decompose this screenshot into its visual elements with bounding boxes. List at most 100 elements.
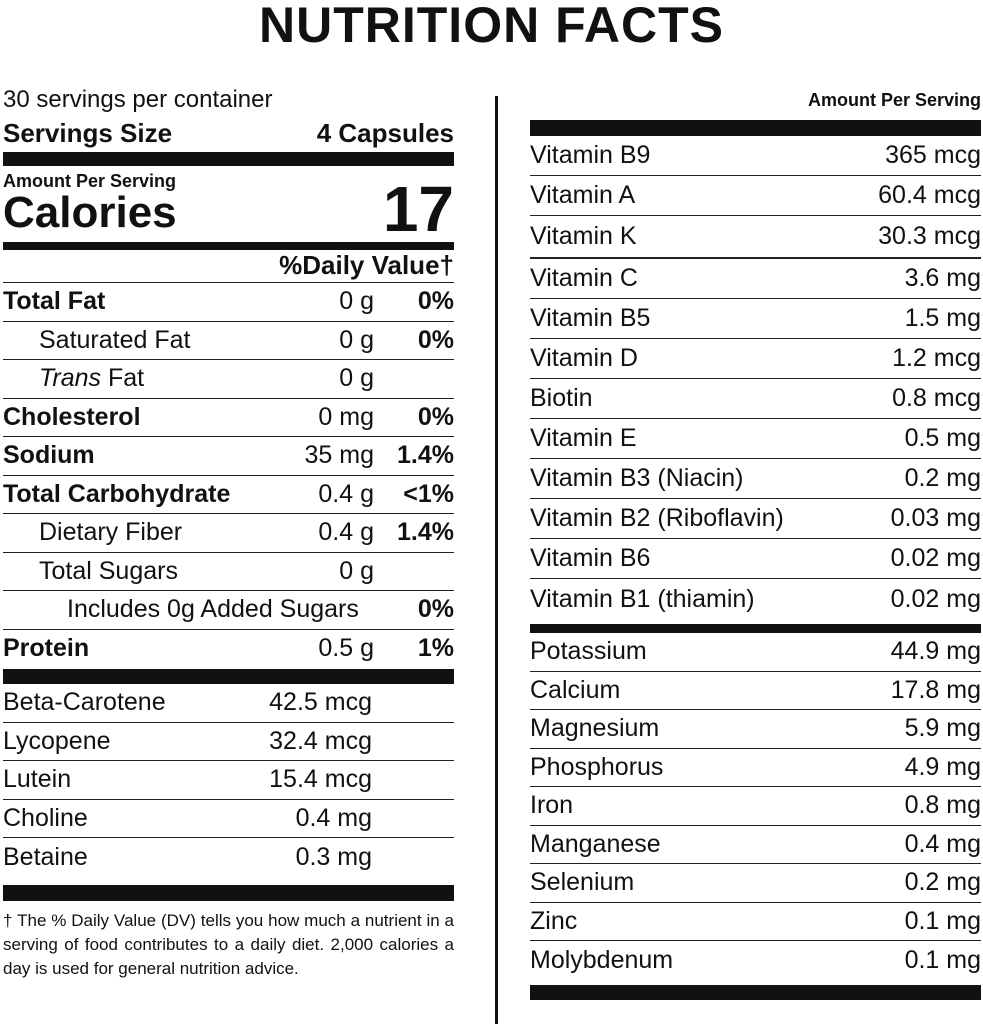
right-header: Amount Per Serving — [807, 90, 981, 110]
nutrient-daily-value: 0% — [417, 402, 454, 431]
nutrient-name-italic: Trans — [39, 364, 102, 393]
nutrient-name: Choline — [3, 803, 88, 832]
nutrient-amount: 0.3 mg — [295, 842, 372, 871]
nutrient-row: Total Sugars 0 g — [3, 553, 454, 591]
mineral-row: Iron 0.8 mg — [530, 787, 981, 826]
nutrient-row: Protein 0.5 g 1% — [3, 630, 454, 669]
nutrient-name: Vitamin B2 (Riboflavin) — [530, 504, 784, 532]
nutrient-amount: 15.4 mcg — [269, 765, 372, 794]
vitamin-row: Vitamin A 60.4 mcg — [530, 176, 981, 216]
nutrient-name: Selenium — [530, 868, 635, 897]
calories-label: Calories — [3, 188, 177, 237]
vitamin-row: Vitamin C 3.6 mg — [530, 259, 981, 299]
mineral-row: Manganese 0.4 mg — [530, 826, 981, 864]
nutrient-name: Manganese — [530, 829, 661, 858]
nutrient-name: Biotin — [530, 384, 593, 412]
nutrient-row: Sodium 35 mg 1.4% — [3, 437, 454, 476]
nutrient-name: Vitamin B9 — [530, 141, 651, 169]
vitamin-row: Vitamin D 1.2 mcg — [530, 339, 981, 379]
column-divider — [495, 96, 498, 1024]
nutrient-amount: 0 g — [339, 556, 374, 585]
nutrient-amount: 0.8 mcg — [892, 384, 981, 412]
nutrient-amount: 5.9 mg — [904, 714, 981, 743]
nutrient-amount: 0 mg — [318, 402, 374, 431]
nutrient-row: Dietary Fiber 0.4 g 1.4% — [3, 514, 454, 553]
nutrient-name: Protein — [3, 634, 90, 663]
nutrient-name: Lutein — [3, 765, 72, 794]
thick-divider — [3, 152, 454, 166]
nutrient-amount: 60.4 mcg — [878, 181, 981, 209]
nutrient-name: Phosphorus — [530, 752, 664, 781]
serving-size-value: 4 Capsules — [316, 118, 454, 148]
nutrient-row: Total Fat 0 g 0% — [3, 283, 454, 322]
nutrient-daily-value: 1% — [417, 634, 454, 663]
nutrient-row: Includes 0g Added Sugars 0% — [3, 591, 454, 630]
nutrient-name: Trans Fat — [3, 364, 339, 393]
nutrient-amount: 0 g — [339, 364, 374, 393]
nutrient-row: Trans Fat 0 g — [3, 360, 454, 399]
mineral-row: Zinc 0.1 mg — [530, 903, 981, 941]
nutrient-name: Potassium — [530, 637, 647, 666]
mineral-row: Selenium 0.2 mg — [530, 864, 981, 903]
servings-per-container: 30 servings per container — [3, 86, 273, 113]
thick-divider — [530, 120, 981, 136]
vitamin-row: Vitamin B3 (Niacin) 0.2 mg — [530, 459, 981, 499]
label-title: NUTRITION FACTS — [259, 0, 724, 53]
medium-divider — [3, 242, 454, 250]
nutrient-amount: 0.4 mg — [904, 829, 981, 858]
nutrient-name: Lycopene — [3, 726, 111, 755]
nutrient-name: Sodium — [3, 441, 95, 470]
nutrient-amount: 35 mg — [304, 441, 374, 470]
nutrient-name: Vitamin B6 — [530, 544, 651, 572]
nutrient-daily-value: 0% — [417, 595, 454, 624]
other-nutrient-row: Lutein 15.4 mcg — [3, 761, 454, 800]
nutrient-name: Vitamin B1 (thiamin) — [530, 584, 755, 613]
vitamin-row: Vitamin E 0.5 mg — [530, 419, 981, 459]
other-nutrient-row: Lycopene 32.4 mcg — [3, 723, 454, 761]
mineral-row: Magnesium 5.9 mg — [530, 710, 981, 749]
serving-size-row: Servings Size 4 Capsules — [3, 118, 454, 152]
mineral-row: Molybdenum 0.1 mg — [530, 941, 981, 980]
nutrient-amount: 0.2 mg — [904, 464, 981, 492]
nutrient-amount: 3.6 mg — [904, 264, 981, 292]
other-nutrient-row: Beta-Carotene 42.5 mcg — [3, 684, 454, 723]
vitamin-row: Biotin 0.8 mcg — [530, 379, 981, 419]
nutrient-daily-value: 0% — [417, 325, 454, 354]
vitamin-row: Vitamin B9 365 mcg — [530, 136, 981, 176]
nutrient-name: Saturated Fat — [39, 325, 191, 354]
nutrient-amount: 32.4 mcg — [269, 726, 372, 755]
vitamin-row: Vitamin K 30.3 mcg — [530, 216, 981, 256]
mineral-row: Potassium 44.9 mg — [530, 633, 981, 672]
vitamin-row: Vitamin B2 (Riboflavin) 0.03 mg — [530, 499, 981, 539]
nutrient-amount: 17.8 mg — [890, 675, 981, 704]
nutrient-daily-value: 1.4% — [397, 518, 454, 547]
nutrient-row: Total Carbohydrate 0.4 g <1% — [3, 476, 454, 514]
nutrient-name: Magnesium — [530, 714, 660, 743]
nutrient-amount: 0.1 mg — [904, 906, 981, 935]
serving-size-label: Servings Size — [3, 118, 173, 148]
nutrient-name: Vitamin A — [530, 181, 636, 209]
nutrient-name: Total Sugars — [39, 556, 178, 585]
nutrient-amount: 365 mcg — [885, 141, 981, 169]
vitamin-row: Vitamin B5 1.5 mg — [530, 299, 981, 339]
nutrient-amount: 30.3 mcg — [878, 221, 981, 250]
nutrient-name: Total Carbohydrate — [3, 479, 231, 508]
nutrient-name: Vitamin C — [530, 264, 638, 292]
nutrient-row: Cholesterol 0 mg 0% — [3, 399, 454, 437]
thick-divider — [530, 984, 981, 1000]
nutrient-amount: 0 g — [339, 287, 374, 316]
mineral-row: Calcium 17.8 mg — [530, 672, 981, 710]
nutrient-name-suffix: Fat — [101, 364, 145, 393]
nutrient-amount: 1.2 mcg — [892, 344, 981, 372]
nutrient-name: Iron — [530, 791, 574, 820]
nutrient-amount: 0.1 mg — [904, 945, 981, 974]
nutrient-amount: 0.03 mg — [890, 504, 981, 532]
nutrient-name: Vitamin D — [530, 344, 638, 372]
nutrient-name: Calcium — [530, 675, 621, 704]
nutrient-amount: 0.5 g — [318, 634, 374, 663]
nutrient-amount: 0.02 mg — [890, 544, 981, 572]
nutrient-amount: 0.5 mg — [904, 424, 981, 452]
nutrient-amount: 0.02 mg — [890, 584, 981, 613]
nutrient-name: Vitamin B3 (Niacin) — [530, 464, 744, 492]
nutrient-daily-value: 1.4% — [397, 441, 454, 470]
